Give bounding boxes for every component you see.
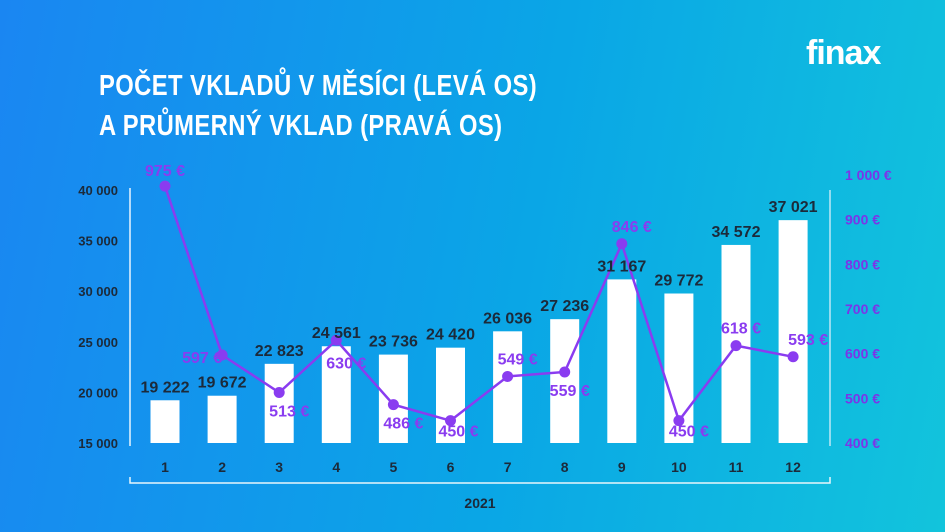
x-axis-tick: 5 [390, 459, 398, 475]
line-point-month-5 [387, 399, 399, 411]
line-data-label: 486 € [383, 416, 423, 433]
bar-data-label: 19 672 [198, 375, 247, 392]
bar-data-label: 19 222 [141, 379, 190, 396]
x-axis-bracket [129, 477, 831, 484]
x-axis-label: 2021 [464, 495, 495, 511]
line-data-label: 630 € [326, 355, 366, 372]
x-axis-tick: 7 [504, 459, 512, 475]
chart-title-line-2: A PRŮMERNÝ VKLAD (PRAVÁ OS) [99, 110, 503, 142]
line-data-label: 975 € [145, 163, 185, 180]
right-axis-tick: 800 € [845, 256, 880, 272]
line-data-label: 549 € [498, 351, 538, 368]
bar-data-label: 34 572 [712, 224, 761, 241]
x-axis-tick: 11 [729, 459, 744, 475]
line-data-label: 513 € [269, 404, 309, 421]
x-axis-tick: 8 [561, 459, 569, 475]
left-axis-tick: 25 000 [78, 335, 118, 350]
right-axis-tick: 400 € [845, 435, 880, 451]
line-point-month-3 [273, 387, 285, 399]
line-point-month-10 [673, 415, 685, 427]
x-axis-tick: 3 [275, 459, 283, 475]
bar-data-label: 24 420 [426, 327, 475, 344]
right-axis-tick: 500 € [845, 390, 880, 406]
bar-month-1 [150, 400, 180, 443]
line-point-month-8 [559, 366, 571, 378]
bar-data-label: 24 561 [312, 325, 361, 342]
line-data-label: 559 € [550, 383, 590, 400]
line-data-label: 618 € [721, 321, 761, 338]
left-axis-tick: 15 000 [78, 436, 118, 451]
bar-month-3 [264, 363, 294, 443]
line-point-month-1 [159, 180, 171, 192]
bar-month-2 [207, 395, 237, 443]
left-axis-tick: 20 000 [78, 385, 118, 400]
x-axis-tick: 10 [671, 459, 687, 475]
bar-data-label: 31 167 [597, 258, 646, 275]
x-axis-tick: 1 [161, 459, 169, 475]
bar-data-label: 27 236 [540, 298, 589, 315]
finax-logo: finax [806, 34, 881, 72]
line-data-label: 450 € [438, 424, 478, 441]
line-point-month-7 [502, 370, 514, 382]
line-point-month-4 [330, 334, 342, 346]
bar-data-label: 22 823 [255, 343, 304, 360]
line-point-month-6 [445, 415, 456, 427]
right-axis-tick: 900 € [845, 212, 880, 228]
line-average-deposit [163, 185, 794, 424]
bar-month-8 [550, 319, 580, 443]
bar-month-7 [493, 331, 523, 443]
right-axis-tick: 700 € [845, 301, 880, 317]
bar-month-12 [778, 220, 808, 443]
x-axis-tick: 12 [785, 459, 801, 475]
x-axis-tick: 9 [618, 459, 626, 475]
chart-title-line-1: POČET VKLADŮ V MĚSÍCI (LEVÁ OS) [99, 70, 538, 102]
right-axis-tick: 600 € [845, 346, 880, 362]
bar-data-label: 23 736 [369, 334, 418, 351]
line-point-month-11 [730, 340, 742, 352]
x-axis-tick: 4 [332, 459, 340, 475]
line-point-month-12 [787, 351, 799, 363]
bar-data-label: 37 021 [769, 199, 818, 216]
right-axis-tick: 1 000 € [845, 167, 892, 183]
line-data-label: 450 € [669, 424, 709, 441]
bar-month-6 [436, 347, 465, 443]
bar-data-label: 26 036 [483, 310, 532, 327]
left-axis-tick: 30 000 [78, 284, 118, 299]
left-axis-tick: 40 000 [78, 183, 118, 198]
bar-month-4 [321, 346, 351, 443]
line-data-label: 846 € [612, 219, 652, 236]
x-axis-tick: 6 [447, 459, 455, 475]
bar-month-9 [607, 279, 637, 443]
bar-month-5 [378, 354, 408, 443]
bar-data-label: 29 772 [654, 273, 703, 290]
line-data-label: 593 € [788, 332, 828, 349]
line-point-month-2 [216, 349, 228, 361]
line-point-month-9 [616, 238, 628, 250]
left-axis-tick: 35 000 [78, 234, 118, 249]
x-axis-tick: 2 [218, 459, 226, 475]
line-data-label: 597 € [182, 350, 222, 367]
